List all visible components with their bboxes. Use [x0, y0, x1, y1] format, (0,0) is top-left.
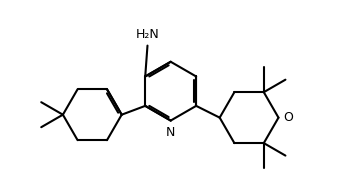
Text: H₂N: H₂N [136, 28, 159, 41]
Text: N: N [166, 126, 175, 139]
Text: O: O [283, 111, 293, 124]
